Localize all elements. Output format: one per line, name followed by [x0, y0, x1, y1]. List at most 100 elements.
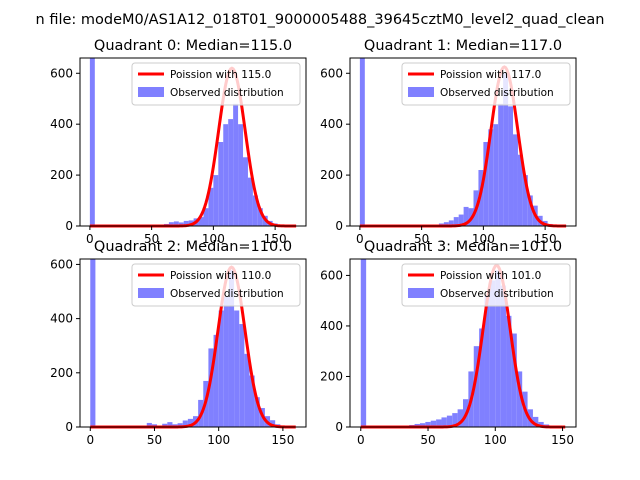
legend: Poission with 117.0 Observed distribution — [401, 62, 571, 106]
histogram-bar — [182, 420, 188, 427]
y-tick-label: 400 — [50, 117, 73, 131]
histogram-bar — [414, 423, 420, 427]
x-tick-label: 50 — [147, 433, 162, 447]
x-tick-label: 0 — [357, 433, 365, 447]
legend-label: Observed distribution — [440, 87, 554, 99]
histogram-bar — [513, 134, 518, 226]
histogram-bar — [479, 328, 485, 427]
histogram-bar — [473, 346, 480, 427]
histogram-bar — [244, 353, 250, 427]
x-tick-label: 150 — [551, 433, 574, 447]
histogram-bar — [441, 417, 447, 427]
histogram-bar — [89, 58, 95, 226]
figure-title: n file: modeM0/AS1A12_018T01_9000005488_… — [36, 12, 605, 28]
axes-frame — [349, 57, 577, 227]
x-tick-label: 100 — [472, 232, 495, 246]
x-tick-label: 0 — [86, 433, 94, 447]
legend-box — [131, 263, 301, 307]
histogram-bar — [500, 285, 507, 427]
histogram-bar — [493, 124, 499, 226]
histogram-bar — [419, 423, 426, 427]
histogram-bar — [208, 348, 214, 427]
y-tick-label: 600 — [50, 257, 73, 271]
histogram-bar — [446, 415, 453, 427]
histogram-bar — [183, 220, 189, 226]
x-tick-label: 50 — [420, 433, 435, 447]
legend-label: Observed distribution — [170, 87, 284, 99]
histogram-bar — [457, 409, 463, 427]
histogram-bar — [453, 217, 459, 226]
histogram-bar — [257, 208, 263, 226]
y-tick-label: 200 — [320, 168, 343, 182]
y-tick-label: 400 — [50, 312, 73, 326]
histogram-bar — [173, 221, 179, 226]
histogram-bar — [458, 214, 464, 226]
legend-bar-swatch — [138, 288, 164, 298]
histogram-bar — [178, 222, 184, 226]
y-tick-label: 400 — [320, 319, 343, 333]
histogram-bar — [448, 220, 454, 226]
legend-box — [401, 263, 571, 307]
x-tick-label: 150 — [271, 433, 294, 447]
histogram-bar — [177, 423, 183, 427]
legend-bar-swatch — [408, 87, 434, 97]
histogram-bar — [436, 419, 442, 427]
y-tick-label: 200 — [320, 369, 343, 383]
histogram-bar — [522, 175, 528, 226]
x-tick-label: 150 — [534, 232, 557, 246]
legend-label: Poission with 101.0 — [440, 270, 541, 282]
histogram-bar — [452, 413, 458, 427]
histogram-bar — [223, 124, 229, 226]
axes-frame — [79, 258, 307, 428]
histogram-bar — [517, 154, 523, 226]
y-tick-label: 0 — [335, 420, 343, 434]
histogram-bar — [359, 58, 365, 226]
histogram-bar — [489, 280, 496, 427]
legend: Poission with 101.0 Observed distribution — [401, 263, 571, 307]
histogram-bar — [90, 259, 96, 427]
legend-bar-swatch — [138, 87, 164, 97]
histogram-bar — [249, 375, 255, 427]
histogram-bar — [538, 421, 544, 427]
histogram-bar — [223, 296, 229, 427]
subplot-title: Quadrant 0: Median=115.0 — [94, 38, 292, 54]
histogram-bar — [218, 142, 224, 226]
legend-label: Poission with 110.0 — [170, 270, 271, 282]
subplot-1: 0 50 100 150 0 200 400 600 Quadrant 1: Median=11… — [320, 38, 577, 246]
subplot-2: 0 50 100 150 0 200 400 600 Quadrant 2: Median=11… — [50, 239, 307, 447]
y-tick-label: 600 — [50, 66, 73, 80]
histogram-bar — [463, 206, 469, 226]
histogram-bar — [233, 103, 239, 226]
subplot-title: Quadrant 3: Median=101.0 — [364, 239, 562, 255]
histogram-bar — [443, 222, 449, 226]
legend-label: Poission with 117.0 — [440, 69, 541, 81]
legend: Poission with 115.0 Observed distribution — [131, 62, 301, 106]
legend-box — [401, 62, 571, 106]
histogram-bar — [527, 195, 533, 226]
x-tick-label: 50 — [414, 232, 429, 246]
histogram-bar — [498, 103, 504, 226]
legend-label: Observed distribution — [170, 288, 284, 300]
histogram-bar — [213, 175, 219, 226]
subplot-0: 0 50 100 150 0 200 400 600 Quadrant 0: Median=11… — [50, 38, 307, 246]
y-tick-label: 600 — [320, 66, 343, 80]
legend-box — [131, 62, 301, 106]
y-tick-label: 0 — [335, 219, 343, 233]
histogram-bar — [503, 73, 509, 226]
y-tick-label: 600 — [320, 268, 343, 282]
y-tick-label: 0 — [65, 219, 73, 233]
histogram-bar — [511, 333, 517, 427]
histogram-bar — [203, 208, 209, 226]
histogram-bar — [243, 157, 248, 226]
histogram-bar — [252, 195, 258, 226]
histogram-bar — [239, 324, 245, 427]
histogram-bar — [162, 423, 168, 427]
histogram-bar — [425, 421, 431, 427]
histogram-bar — [167, 422, 173, 427]
histogram-bar — [198, 217, 204, 226]
histogram-bar — [495, 270, 501, 427]
legend: Poission with 110.0 Observed distribution — [131, 263, 301, 307]
histogram-bar — [270, 420, 276, 427]
histogram-bar — [234, 310, 240, 427]
